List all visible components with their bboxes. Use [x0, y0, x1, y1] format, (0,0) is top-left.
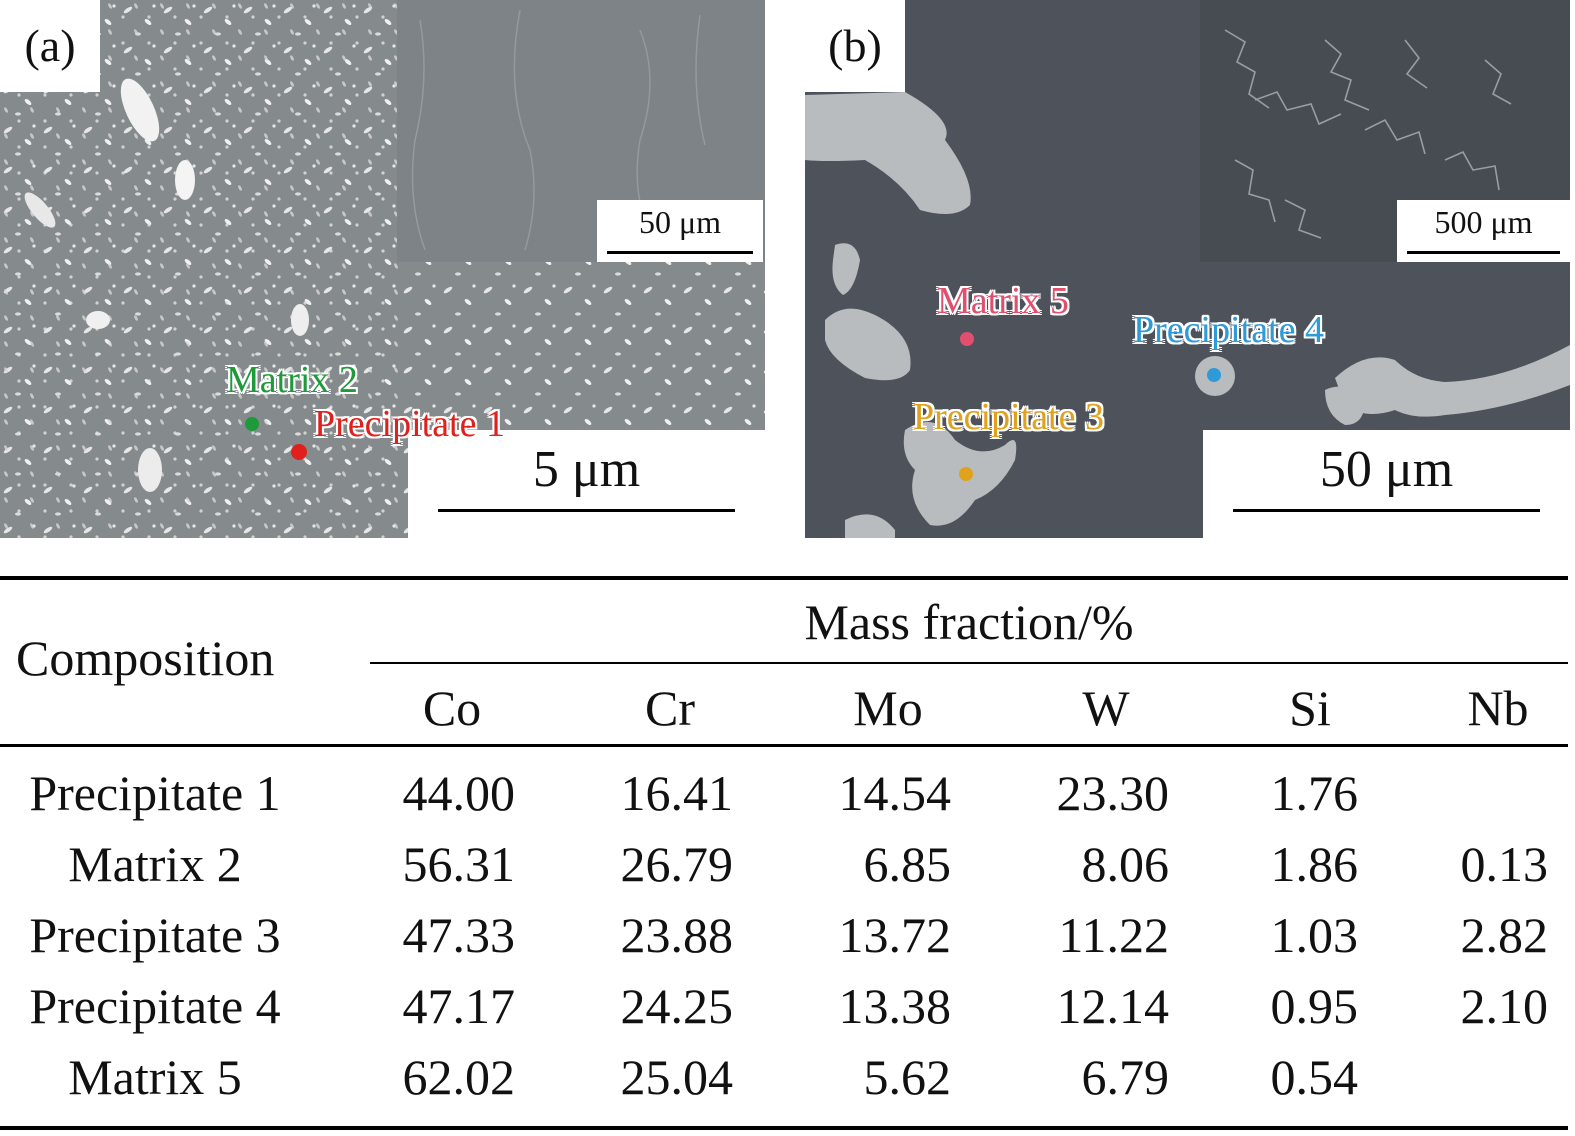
- panel-a-letter: (a): [0, 0, 100, 92]
- cell-precipitate-4-mo: 13.38: [838, 978, 952, 1034]
- cell-precipitate-1-co: 44.00: [402, 765, 516, 821]
- table-rule-header: [0, 744, 1568, 747]
- label-precipitate-3: Precipitate 3: [913, 396, 1104, 438]
- cell-precipitate-3-si: 1.03: [1270, 907, 1359, 963]
- column-header-nb: Nb: [1467, 680, 1529, 736]
- cell-precipitate-4-nb: 2.10: [1460, 978, 1549, 1034]
- panel-b-inset-scale-label: 500 μm: [1434, 204, 1533, 240]
- cell-matrix-5-co: 62.02: [402, 1049, 516, 1105]
- cell-precipitate-4-si: 0.95: [1270, 978, 1359, 1034]
- table-rule-group: [370, 662, 1568, 664]
- label-precipitate-4: Precipitate 4: [1133, 309, 1324, 351]
- column-header-mo: Mo: [853, 680, 923, 736]
- label-matrix-5: Matrix 5: [937, 280, 1069, 322]
- cell-precipitate-1-si: 1.76: [1270, 765, 1359, 821]
- panel-b-main-scale-bar: [1233, 509, 1540, 512]
- cell-matrix-2-w: 8.06: [1081, 836, 1170, 892]
- panel-b-inset-scale: 500 μm: [1397, 200, 1570, 262]
- cell-matrix-5-w: 6.79: [1081, 1049, 1170, 1105]
- label-matrix-2: Matrix 2: [226, 359, 358, 401]
- row-label-precipitate-1: Precipitate 1: [29, 765, 281, 821]
- cell-precipitate-4-w: 12.14: [1056, 978, 1170, 1034]
- table-header-mass-fraction: Mass fraction/%: [804, 594, 1134, 650]
- table-rule-bottom: [0, 1126, 1568, 1130]
- panel-b-letter: (b): [805, 0, 905, 92]
- table-rule-top: [0, 576, 1568, 580]
- marker-precipitate-3: [959, 467, 973, 481]
- panel-a-main-scale-label: 5 μm: [532, 441, 641, 498]
- cell-precipitate-3-w: 11.22: [1058, 907, 1169, 963]
- marker-precipitate-1: [291, 444, 307, 460]
- micrograph-panel-a: (a) 50 μm 5 μm Matrix 2 Precipitate 1: [0, 0, 765, 538]
- cell-matrix-5-mo: 5.62: [863, 1049, 952, 1105]
- panel-b-main-scale: 50 μm: [1203, 430, 1570, 538]
- cell-precipitate-3-cr: 23.88: [620, 907, 734, 963]
- column-header-co: Co: [422, 680, 482, 736]
- column-header-cr: Cr: [645, 680, 695, 736]
- micrograph-panel-b: (b) 500 μm 50 μm Matrix 5 Precipitate 4 …: [805, 0, 1570, 538]
- cell-matrix-2-mo: 6.85: [863, 836, 952, 892]
- column-header-si: Si: [1289, 680, 1331, 736]
- panel-a-inset-scale-label: 50 μm: [638, 204, 722, 240]
- cell-precipitate-4-cr: 24.25: [620, 978, 734, 1034]
- row-label-precipitate-4: Precipitate 4: [29, 978, 281, 1034]
- cell-matrix-2-co: 56.31: [402, 836, 516, 892]
- panel-a-inset-scale: 50 μm: [597, 200, 763, 262]
- cell-matrix-2-si: 1.86: [1270, 836, 1359, 892]
- marker-matrix-5: [960, 332, 974, 346]
- cell-precipitate-3-nb: 2.82: [1460, 907, 1549, 963]
- cell-precipitate-1-cr: 16.41: [620, 765, 734, 821]
- row-label-matrix-5: Matrix 5: [68, 1049, 242, 1105]
- cell-matrix-5-si: 0.54: [1270, 1049, 1359, 1105]
- marker-precipitate-4: [1207, 368, 1221, 382]
- marker-matrix-2: [245, 417, 259, 431]
- panel-a-main-scale: 5 μm: [408, 430, 765, 538]
- cell-matrix-5-cr: 25.04: [620, 1049, 734, 1105]
- cell-precipitate-1-w: 23.30: [1056, 765, 1170, 821]
- row-label-matrix-2: Matrix 2: [68, 836, 242, 892]
- cell-precipitate-3-co: 47.33: [402, 907, 516, 963]
- panel-b-main-scale-label: 50 μm: [1319, 441, 1454, 498]
- label-precipitate-1: Precipitate 1: [314, 403, 505, 445]
- cell-matrix-2-cr: 26.79: [620, 836, 734, 892]
- panel-a-inset-scale-bar: [607, 251, 753, 254]
- cell-matrix-2-nb: 0.13: [1460, 836, 1549, 892]
- row-label-precipitate-3: Precipitate 3: [29, 907, 281, 963]
- panel-a-main-scale-bar: [438, 509, 735, 512]
- panel-b-inset-scale-bar: [1407, 251, 1560, 254]
- micrograph-a-image: [0, 0, 765, 538]
- cell-precipitate-3-mo: 13.72: [838, 907, 952, 963]
- cell-precipitate-4-co: 47.17: [402, 978, 516, 1034]
- column-header-w: W: [1082, 680, 1130, 736]
- cell-precipitate-1-mo: 14.54: [838, 765, 952, 821]
- table-header-composition: Composition: [16, 630, 275, 686]
